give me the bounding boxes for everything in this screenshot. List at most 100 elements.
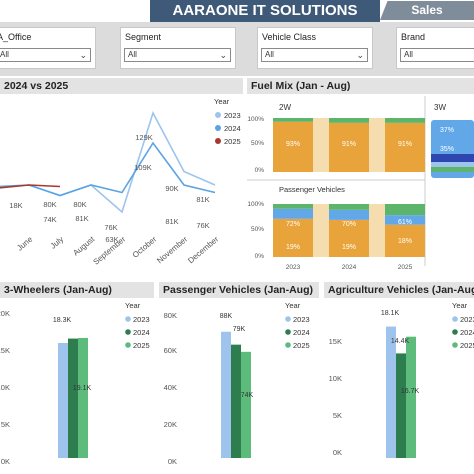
data-label: 18.1K bbox=[381, 310, 400, 317]
trend-panel[interactable]: 2024 vs 2025 June July August September Octo… bbox=[0, 78, 243, 270]
slicer-segment[interactable]: Segment All ⌄ bbox=[120, 27, 236, 69]
y-tick-label: 100% bbox=[247, 116, 264, 123]
data-label: 19% bbox=[286, 244, 300, 251]
agri-chart[interactable]: 15K 10K 5K 0K 18.1K 14.4K 16.7K Year 2023 2024 202… bbox=[324, 298, 474, 474]
data-label: 35% bbox=[440, 146, 454, 153]
data-label: 72% bbox=[286, 221, 300, 228]
x-tick-label: November bbox=[155, 234, 189, 265]
y-tick-label: 10K bbox=[329, 374, 342, 383]
legend-marker bbox=[285, 342, 291, 348]
stack-segment bbox=[273, 121, 313, 172]
legend-title: Year bbox=[285, 301, 301, 310]
legend-entry: 2023 bbox=[293, 315, 310, 324]
y-tick-label: 15K bbox=[329, 337, 342, 346]
y-tick-label: 50% bbox=[251, 140, 264, 147]
data-label: 18.3K bbox=[53, 317, 72, 324]
data-label: 80K bbox=[73, 200, 86, 209]
legend-entry: 2025 bbox=[293, 341, 310, 350]
data-label: 70% bbox=[342, 221, 356, 228]
stack-segment bbox=[273, 204, 313, 209]
pv-title: Passenger Vehicles (Jan-Aug) bbox=[159, 282, 319, 298]
y-tick-label: 5K bbox=[333, 411, 342, 420]
chevron-down-icon: ⌄ bbox=[219, 50, 227, 60]
stack-segment bbox=[385, 118, 425, 123]
fuel-chart[interactable]: 2W 3W Passenger Vehicles 100% 100% 50% 50% 0% 0%… bbox=[247, 94, 474, 270]
threew-panel[interactable]: 3-Wheelers (Jan-Aug) 20K 15K 10K 5K 0K 18.3K 1… bbox=[0, 282, 154, 474]
pv-panel[interactable]: Passenger Vehicles (Jan-Aug) 80K 60K 40K 20… bbox=[159, 282, 319, 474]
data-label: 19.1K bbox=[73, 385, 92, 392]
legend-marker bbox=[125, 329, 131, 335]
header-band bbox=[150, 0, 380, 22]
data-label: 74K bbox=[241, 392, 254, 399]
stack-segment bbox=[385, 224, 425, 257]
data-label: 76K bbox=[196, 221, 209, 230]
x-tick-label: 2024 bbox=[342, 264, 357, 270]
fuel-title: Fuel Mix (Jan - Aug) bbox=[247, 78, 474, 94]
data-label: 18% bbox=[398, 238, 412, 245]
fuel-panel[interactable]: Fuel Mix (Jan - Aug) 2W 3W Passenger Vehic… bbox=[247, 78, 474, 270]
data-label: 79K bbox=[233, 326, 246, 333]
ribbon bbox=[369, 204, 385, 257]
y-tick-label: 5K bbox=[1, 420, 10, 429]
x-tick-label: 2025 bbox=[398, 264, 413, 270]
stack-segment bbox=[431, 154, 474, 162]
agri-panel[interactable]: Agriculture Vehicles (Jan-Aug) 15K 10K 5K 0… bbox=[324, 282, 474, 474]
stack-segment bbox=[329, 219, 369, 257]
series-line-2023 bbox=[28, 110, 216, 214]
subchart-title: Passenger Vehicles bbox=[279, 185, 345, 194]
data-label: 14.4K bbox=[391, 338, 410, 345]
y-tick-label: 0K bbox=[333, 448, 342, 457]
data-label: 63K bbox=[105, 235, 118, 244]
stack-segment bbox=[385, 122, 425, 172]
data-label: 61% bbox=[398, 219, 412, 226]
legend-entry: 2024 bbox=[224, 124, 241, 133]
y-tick-label: 10K bbox=[0, 383, 10, 392]
data-label: 18K bbox=[9, 201, 22, 210]
ribbon bbox=[313, 118, 329, 172]
slicer-brand-value: All bbox=[404, 50, 413, 59]
x-tick-label: June bbox=[15, 234, 34, 252]
threew-title: 3-Wheelers (Jan-Aug) bbox=[0, 282, 154, 298]
x-tick-label: 2023 bbox=[286, 264, 301, 270]
data-label: 88K bbox=[220, 313, 233, 320]
subchart-title: 3W bbox=[434, 103, 446, 112]
data-label: 109K bbox=[134, 163, 152, 172]
threew-chart[interactable]: 20K 15K 10K 5K 0K 18.3K 19.1K Year 2023 2024 2025 bbox=[0, 298, 154, 474]
legend-entry: 2023 bbox=[133, 315, 150, 324]
data-label: 76K bbox=[104, 223, 117, 232]
legend-entry: 2023 bbox=[224, 111, 241, 120]
y-tick-label: 60K bbox=[164, 346, 177, 355]
bar-2023 bbox=[221, 331, 231, 458]
tab-sales[interactable]: Sales bbox=[380, 1, 474, 20]
data-label: 81K bbox=[165, 217, 178, 226]
slicer-office-dropdown[interactable]: All ⌄ bbox=[0, 48, 91, 62]
legend-title: Year bbox=[125, 301, 141, 310]
legend-entry: 2025 bbox=[133, 341, 150, 350]
bar-2025 bbox=[241, 351, 251, 458]
ribbon bbox=[369, 118, 385, 172]
x-tick-label: December bbox=[186, 234, 220, 265]
chevron-down-icon: ⌄ bbox=[79, 50, 87, 60]
slicer-vehicle-class[interactable]: Vehicle Class All ⌄ bbox=[257, 27, 373, 69]
legend-entry: 2023 bbox=[460, 315, 474, 324]
data-label: 74K bbox=[43, 215, 56, 224]
stack-segment bbox=[431, 167, 474, 172]
slicer-office[interactable]: A_Office All ⌄ bbox=[0, 27, 96, 69]
slicer-brand-dropdown[interactable]: All bbox=[400, 48, 474, 62]
stack-segment bbox=[329, 209, 369, 220]
y-tick-label: 0K bbox=[168, 457, 177, 466]
y-tick-label: 50% bbox=[251, 226, 264, 233]
slicer-vehicle-class-dropdown[interactable]: All ⌄ bbox=[261, 48, 368, 62]
slicer-vehicle-class-value: All bbox=[265, 50, 274, 59]
ribbon bbox=[313, 204, 329, 257]
stack-segment bbox=[385, 204, 425, 216]
x-tick-label: July bbox=[49, 235, 66, 251]
y-tick-label: 80K bbox=[164, 311, 177, 320]
data-label: 19% bbox=[342, 244, 356, 251]
stack-segment bbox=[273, 218, 313, 257]
data-label: 129K bbox=[135, 133, 153, 142]
slicer-segment-dropdown[interactable]: All ⌄ bbox=[124, 48, 231, 62]
slicer-brand[interactable]: Brand All bbox=[396, 27, 474, 69]
